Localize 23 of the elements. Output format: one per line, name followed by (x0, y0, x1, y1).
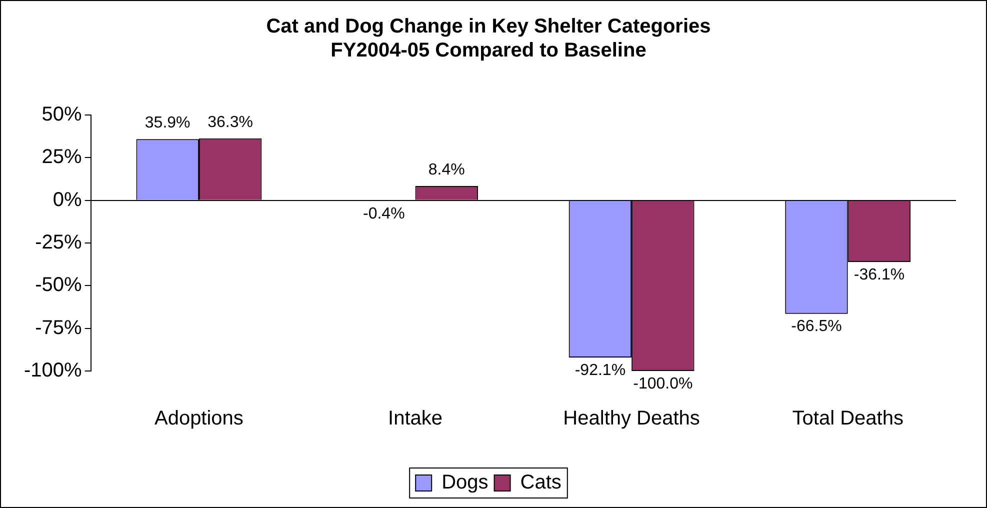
text: Cat and Dog Change in Key Shelter Categories (266, 16, 711, 38)
data-label: -100.0% (633, 375, 693, 392)
legend-label: Cats (520, 472, 562, 494)
data-label: -36.1% (854, 266, 905, 284)
data-label: 36.3% (208, 114, 254, 131)
x-tick-label: Adoptions (154, 408, 244, 430)
legend-label: Dogs (442, 472, 488, 494)
y-tick-label: 0% (52, 188, 82, 211)
y-tick-label: -75% (35, 316, 82, 339)
y-tick-label: 25% (42, 146, 82, 168)
data-label: -0.4% (362, 205, 405, 222)
y-tick-label: -50% (35, 274, 82, 296)
x-tick-label: Total Deaths (792, 408, 904, 430)
data-label: 8.4% (428, 161, 465, 178)
text: FY2004-05 Compared to Baseline (330, 40, 646, 62)
x-tick-label: Healthy Deaths (563, 408, 700, 430)
data-label: -66.5% (791, 318, 842, 336)
y-tick-label: -25% (35, 232, 82, 254)
x-tick-label: Intake (388, 408, 442, 430)
y-tick-label: -100% (24, 360, 82, 382)
y-tick-label: 50% (42, 104, 82, 126)
data-label: -92.1% (574, 362, 626, 379)
data-label: 35.9% (144, 114, 190, 132)
